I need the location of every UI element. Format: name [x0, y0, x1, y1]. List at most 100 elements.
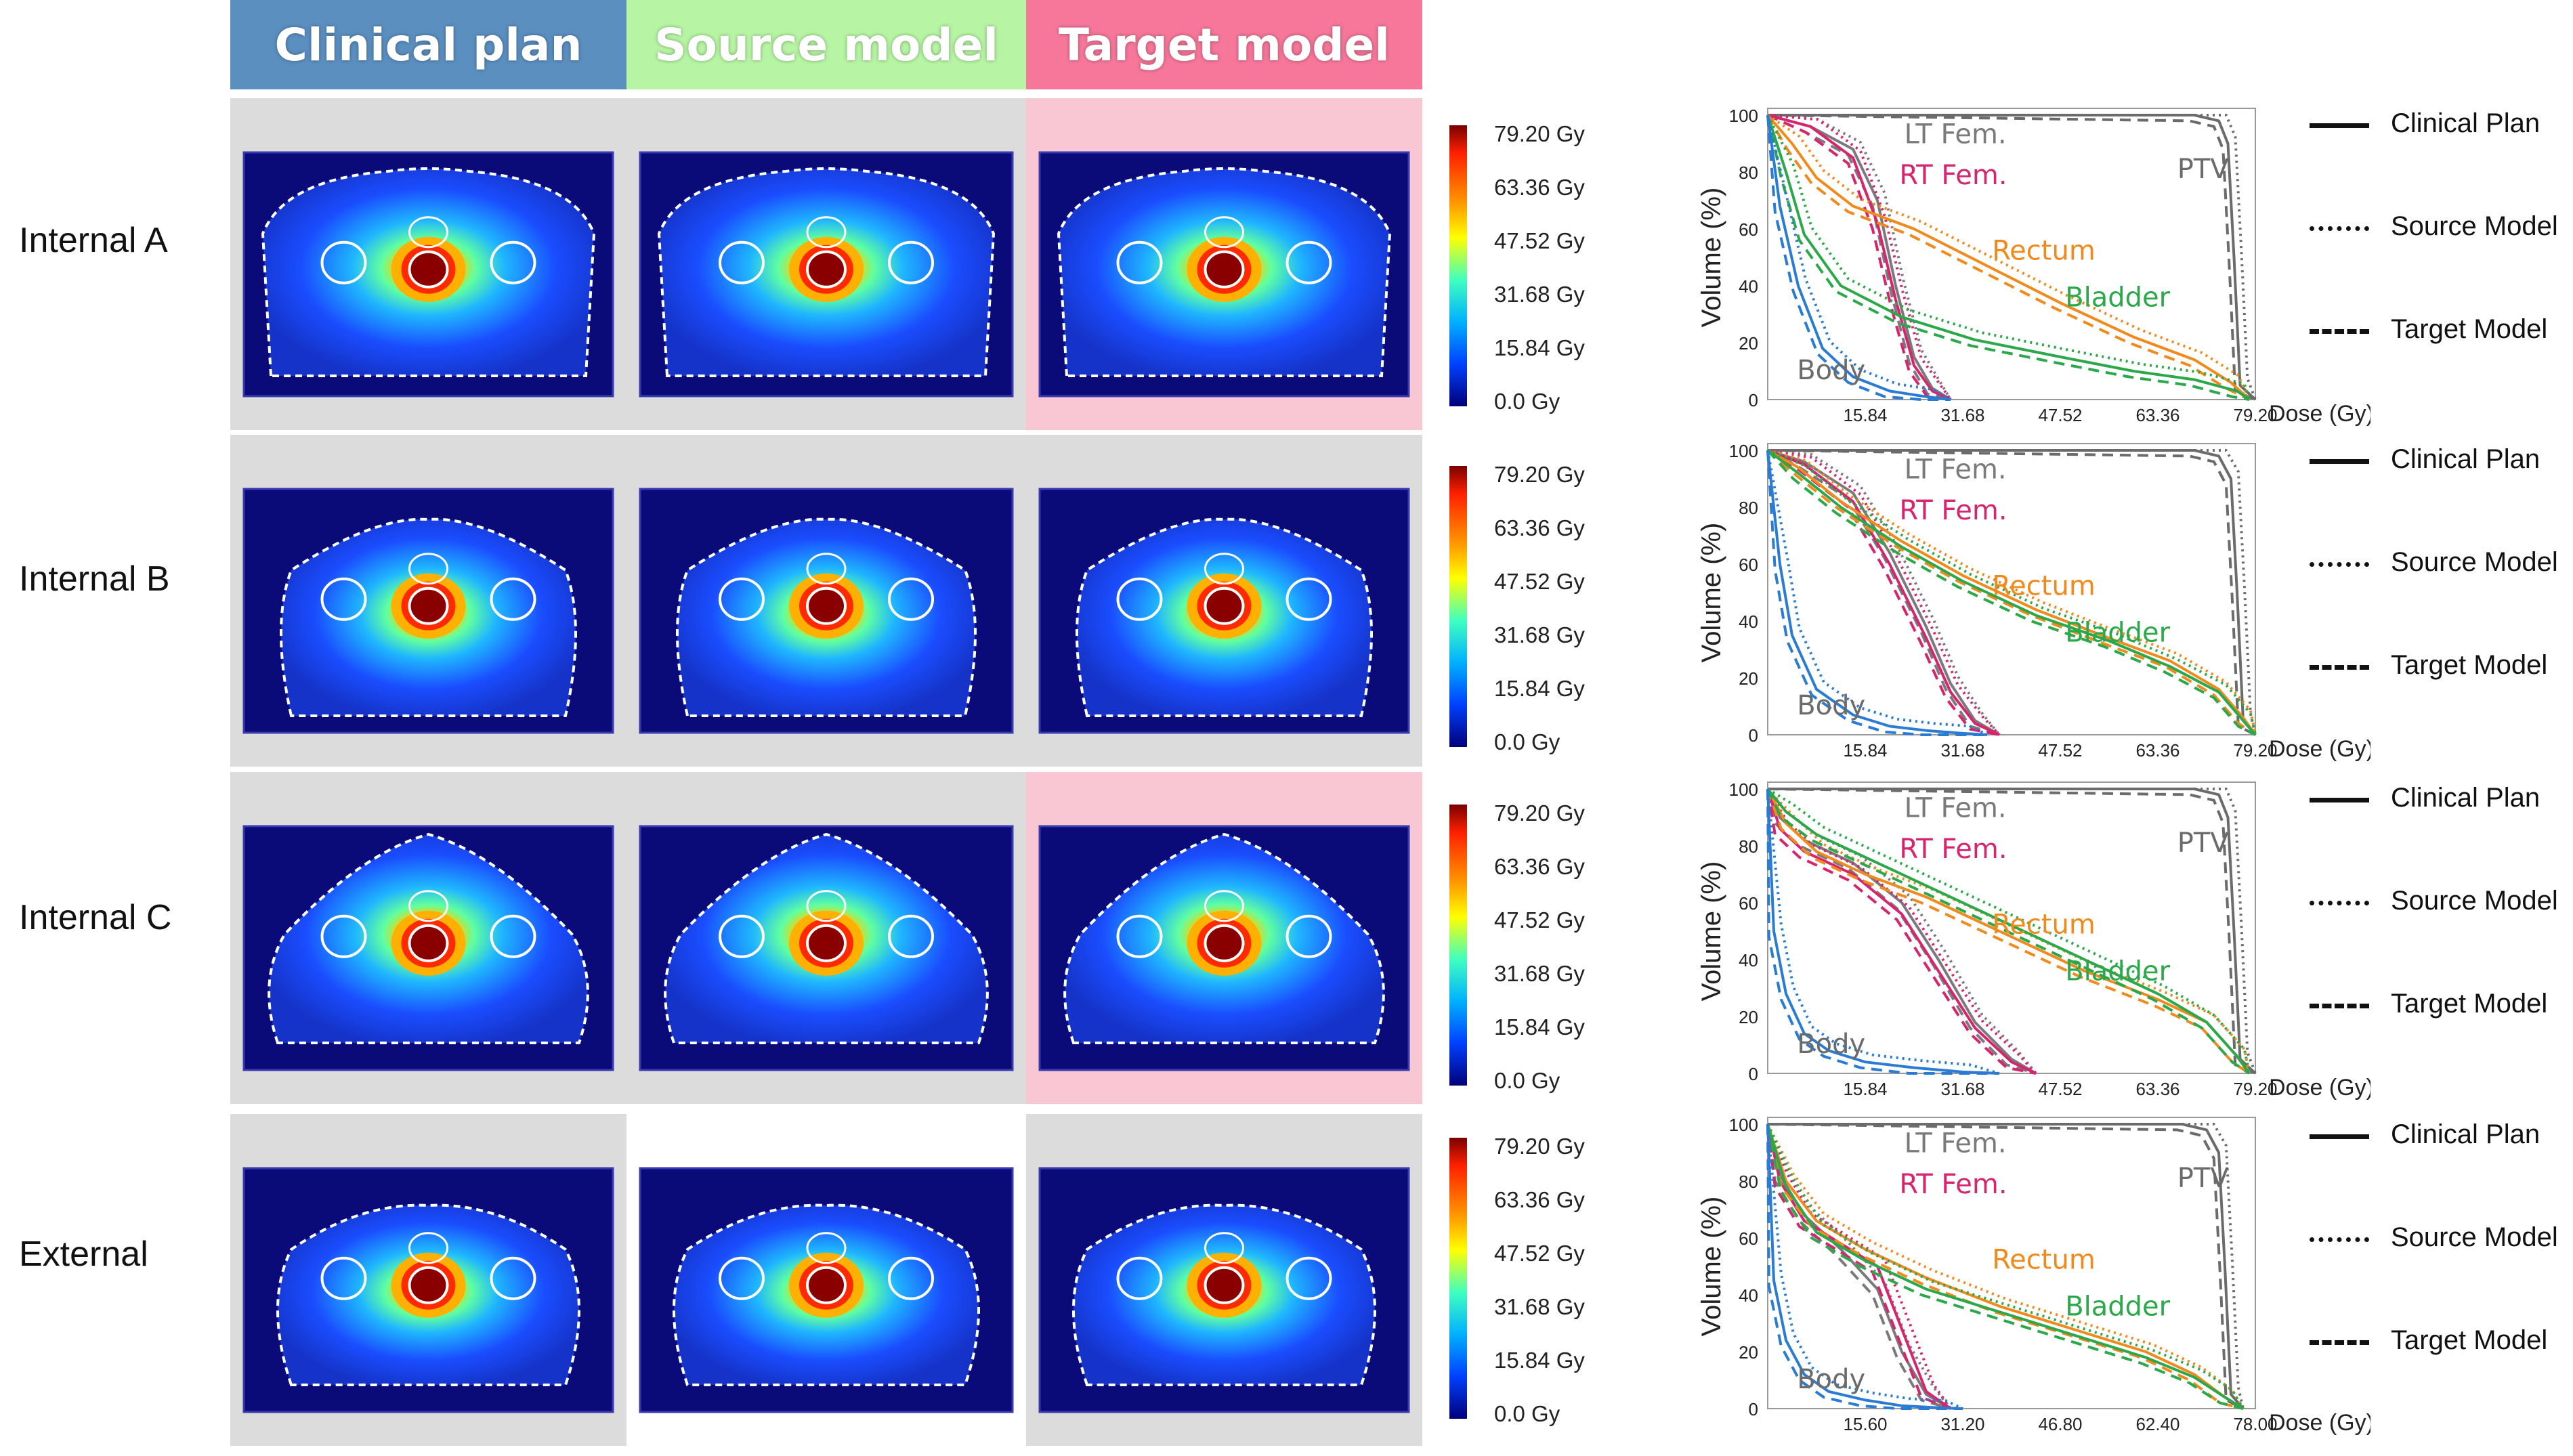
colorbar-tick-label: 0.0 Gy — [1494, 389, 1560, 414]
dvh-line-body-solid — [1766, 450, 1988, 736]
dvh-line-ptv-dotted — [1768, 449, 2257, 735]
x-tick-label: 63.36 — [2135, 740, 2179, 761]
colorbar: 79.20 Gy 63.36 Gy 47.52 Gy 31.68 Gy 15.84 Gy… — [1449, 462, 1653, 754]
structure-label: Rectum — [1992, 571, 2096, 602]
dvh-chart: 0 20 40 60 80 100 15.84 31.68 47.52 63.36 79.20Dos… — [1697, 779, 2374, 1100]
dvh-line-body-dashed — [1766, 788, 1999, 1075]
dvh-line-lt-fem-dotted — [1766, 788, 2037, 1075]
header-clinical-plan: Clinical plan — [230, 0, 626, 89]
dvh-line-rectum-dashed — [1766, 788, 2251, 1075]
dvh-line-body-solid — [1766, 788, 2000, 1075]
dvh-panel: 0 20 40 60 80 100 15.60 31.20 46.80 62.40 78.00 Dos… — [1666, 1114, 2374, 1453]
y-tick-label: 100 — [1729, 779, 1758, 800]
y-tick-label: 0 — [1749, 390, 1758, 410]
dvh-line-body-solid — [1766, 114, 1951, 401]
dose-map-image — [639, 151, 1014, 398]
structure-label: Rectum — [1992, 236, 2096, 267]
legend-line-solid — [2310, 798, 2369, 802]
colorbar-tick-label: 0.0 Gy — [1494, 729, 1560, 754]
legend-line-dotted — [2310, 562, 2369, 567]
dvh-line-bladder-solid — [1766, 788, 2251, 1075]
x-tick-label: 31.68 — [1940, 740, 1984, 761]
dose-map-image — [242, 825, 614, 1071]
colorbar-tick-label: 15.84 Gy — [1494, 676, 1585, 701]
y-tick-label: 20 — [1739, 1342, 1758, 1363]
dvh-line-rectum-solid — [1766, 1123, 2245, 1410]
x-tick-label: 15.84 — [1843, 405, 1887, 425]
plot-frame — [1767, 1117, 2256, 1409]
dvh-line-body-solid — [1766, 1123, 1963, 1410]
x-tick-label: 63.36 — [2135, 1079, 2179, 1099]
legend-line-solid — [2310, 459, 2369, 464]
legend-line-dotted — [2310, 226, 2369, 231]
structure-label: RT Fem. — [1899, 160, 2007, 191]
dvh-line-rt-fem-solid — [1766, 788, 2037, 1075]
y-tick-label: 100 — [1729, 1115, 1758, 1135]
dvh-line-rt-fem-dashed — [1767, 114, 1951, 401]
colorbar-tick-label: 79.20 Gy — [1494, 121, 1585, 146]
legend-label: Clinical Plan — [2391, 108, 2540, 138]
colorbar-tick-label: 15.84 Gy — [1494, 1348, 1585, 1373]
colorbar-gradient — [1449, 1138, 1467, 1419]
dvh-line-rt-fem-dashed — [1766, 788, 2037, 1075]
colorbar-gradient — [1449, 805, 1467, 1086]
legend-line-dotted — [2310, 901, 2369, 905]
y-tick-label: 100 — [1729, 441, 1758, 461]
y-axis-title: Volume (%) — [1697, 1197, 1726, 1337]
legend-label: Target Model — [2391, 314, 2548, 344]
y-tick-label: 80 — [1739, 163, 1758, 183]
colorbar-gradient — [1449, 466, 1467, 747]
plot-frame — [1767, 443, 2256, 735]
legend-line-dashed — [2310, 665, 2369, 670]
colorbar-tick-label: 31.68 Gy — [1494, 282, 1585, 307]
legend-label: Clinical Plan — [2391, 1119, 2540, 1149]
y-tick-label: 20 — [1739, 333, 1758, 354]
dvh-panel: 0 20 40 60 80 100 15.84 31.68 47.52 63.36 79.20 Dos… — [1666, 105, 2374, 444]
y-tick-label: 40 — [1739, 1285, 1758, 1306]
structure-label: RT Fem. — [1899, 495, 2007, 526]
dvh-line-rectum-solid — [1766, 114, 2251, 401]
y-tick-label: 60 — [1739, 555, 1758, 575]
colorbar-tick-label: 47.52 Gy — [1494, 569, 1585, 594]
structure-label: Body — [1797, 1029, 1865, 1060]
dose-map-image — [242, 1167, 614, 1413]
colorbar-tick-label: 15.84 Gy — [1494, 335, 1585, 360]
legend-label: Source Model — [2391, 886, 2558, 916]
structure-label: Rectum — [1992, 1245, 2096, 1276]
dvh-line-ptv-dotted — [1768, 788, 2257, 1074]
dvh-chart: 0 20 40 60 80 100 15.84 31.68 47.52 63.36 79.20Dos… — [1697, 106, 2374, 427]
header-source-model: Source model — [626, 0, 1026, 89]
colorbar-tick-label: 63.36 Gy — [1494, 175, 1585, 200]
structure-label: Bladder — [2065, 617, 2170, 648]
structure-label: Bladder — [2065, 956, 2170, 987]
colorbar-tick-label: 47.52 Gy — [1494, 228, 1585, 253]
dose-map-image — [1038, 488, 1410, 734]
dvh-line-rt-fem-dashed — [1766, 449, 2000, 736]
colorbar-gradient — [1449, 125, 1467, 406]
dvh-line-ptv-dashed — [1767, 1123, 2244, 1410]
y-axis-title: Volume (%) — [1697, 523, 1726, 663]
plot-frame — [1767, 781, 2256, 1074]
structure-label: Rectum — [1992, 909, 2096, 941]
colorbar-tick-label: 79.20 Gy — [1494, 1134, 1585, 1159]
x-tick-label: 62.40 — [2135, 1414, 2179, 1434]
dose-map-cell — [626, 98, 1026, 430]
structure-label: LT Fem. — [1905, 793, 2007, 824]
dvh-line-body-dashed — [1766, 1123, 1963, 1410]
dvh-line-rectum-dashed — [1766, 1123, 2244, 1410]
structure-label: RT Fem. — [1899, 834, 2007, 865]
colorbar: 79.20 Gy 63.36 Gy 47.52 Gy 31.68 Gy 15.84 Gy… — [1449, 1134, 1653, 1426]
structure-label: Body — [1797, 1364, 1865, 1395]
x-tick-label: 15.84 — [1843, 1079, 1887, 1099]
dvh-line-rt-fem-dashed — [1766, 1123, 1951, 1410]
legend-line-dashed — [2310, 1004, 2369, 1008]
colorbar: 79.20 Gy 63.36 Gy 47.52 Gy 31.68 Gy 15.84 Gy… — [1449, 121, 1653, 414]
row-label-external: External — [19, 1235, 148, 1274]
x-tick-label: 79.20 — [2233, 1079, 2277, 1099]
dvh-line-bladder-dashed — [1766, 788, 2251, 1075]
legend-line-solid — [2310, 123, 2369, 128]
colorbar-tick-label: 0.0 Gy — [1494, 1068, 1560, 1093]
x-tick-label: 31.68 — [1940, 1079, 1984, 1099]
x-tick-label: 31.68 — [1940, 405, 1984, 425]
y-tick-label: 0 — [1749, 1064, 1758, 1084]
